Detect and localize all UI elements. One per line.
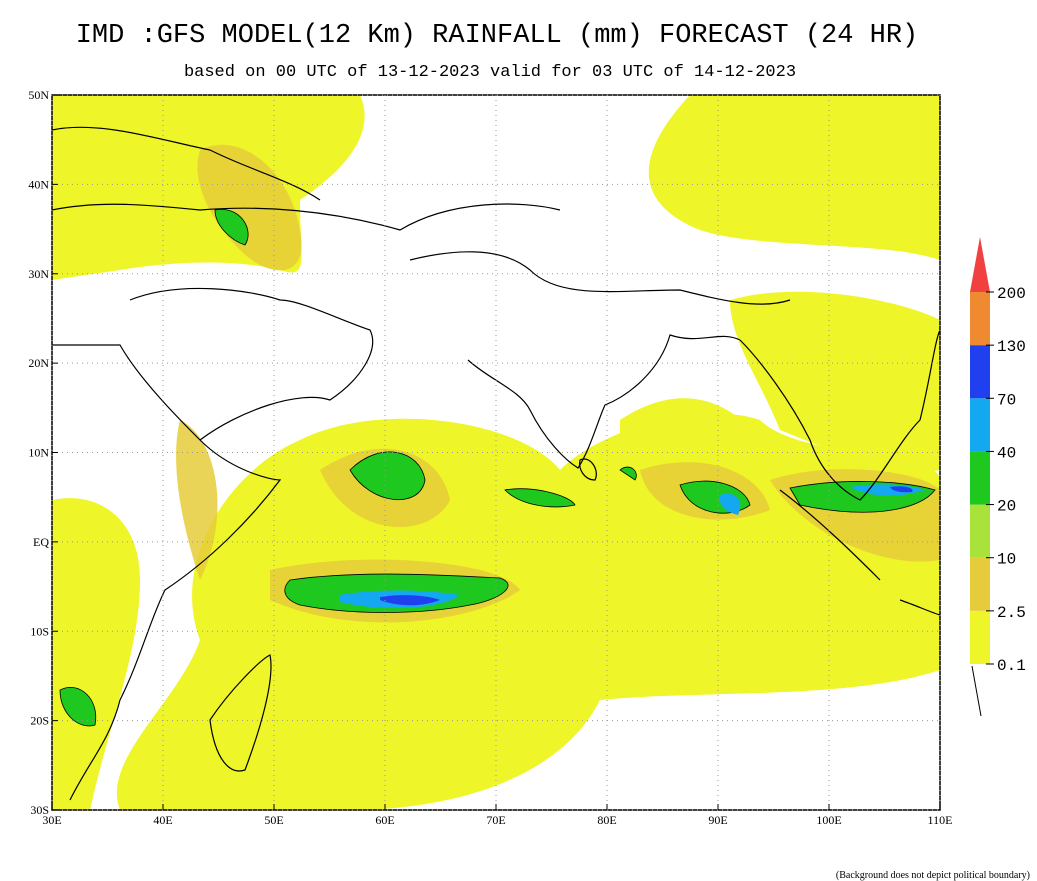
x-tick-label: 50E — [264, 813, 283, 827]
y-tick-label: EQ — [33, 535, 49, 549]
x-tick-label: 30E — [42, 813, 61, 827]
x-tick-label: 70E — [486, 813, 505, 827]
y-tick-label: 10N — [28, 446, 49, 460]
legend-label: 10 — [997, 551, 1016, 569]
x-tick-label: 60E — [375, 813, 394, 827]
legend-pointer — [971, 665, 982, 717]
legend-swatch — [970, 292, 990, 346]
legend-swatch — [970, 451, 990, 505]
legend-label: 130 — [997, 338, 1026, 356]
legend-swatch — [970, 237, 990, 292]
legend-label: 20 — [997, 498, 1016, 516]
x-tick-label: 40E — [153, 813, 172, 827]
y-tick-label: 20N — [28, 356, 49, 370]
y-tick-label: 50N — [28, 88, 49, 102]
subtitle: based on 00 UTC of 13-12-2023 valid for … — [184, 63, 796, 82]
y-tick-label: 10S — [30, 624, 49, 638]
legend-label: 40 — [997, 444, 1016, 462]
y-tick-label: 30S — [30, 803, 49, 817]
y-tick-label: 30N — [28, 267, 49, 281]
legend-label: 70 — [997, 391, 1016, 409]
rain-extreme — [380, 486, 913, 606]
legend-swatch — [970, 610, 990, 664]
title: IMD :GFS MODEL(12 Km) RAINFALL (mm) FORE… — [76, 21, 919, 51]
footnote: (Background does not depict political bo… — [836, 870, 1030, 881]
legend-swatch — [970, 557, 990, 611]
x-tick-label: 90E — [708, 813, 727, 827]
y-tick-label: 40N — [28, 177, 49, 191]
legend-swatch — [970, 345, 990, 399]
y-tick-label: 20S — [30, 714, 49, 728]
x-tick-label: 110E — [928, 813, 953, 827]
coastlines — [52, 126, 940, 801]
x-tick-label: 100E — [816, 813, 841, 827]
legend-label: 0.1 — [997, 657, 1026, 675]
rain-field — [52, 95, 940, 810]
legend-label: 200 — [997, 285, 1026, 303]
legend-swatch — [970, 398, 990, 452]
x-tick-label: 80E — [597, 813, 616, 827]
legend-swatch — [970, 504, 990, 558]
legend-label: 2.5 — [997, 604, 1026, 622]
